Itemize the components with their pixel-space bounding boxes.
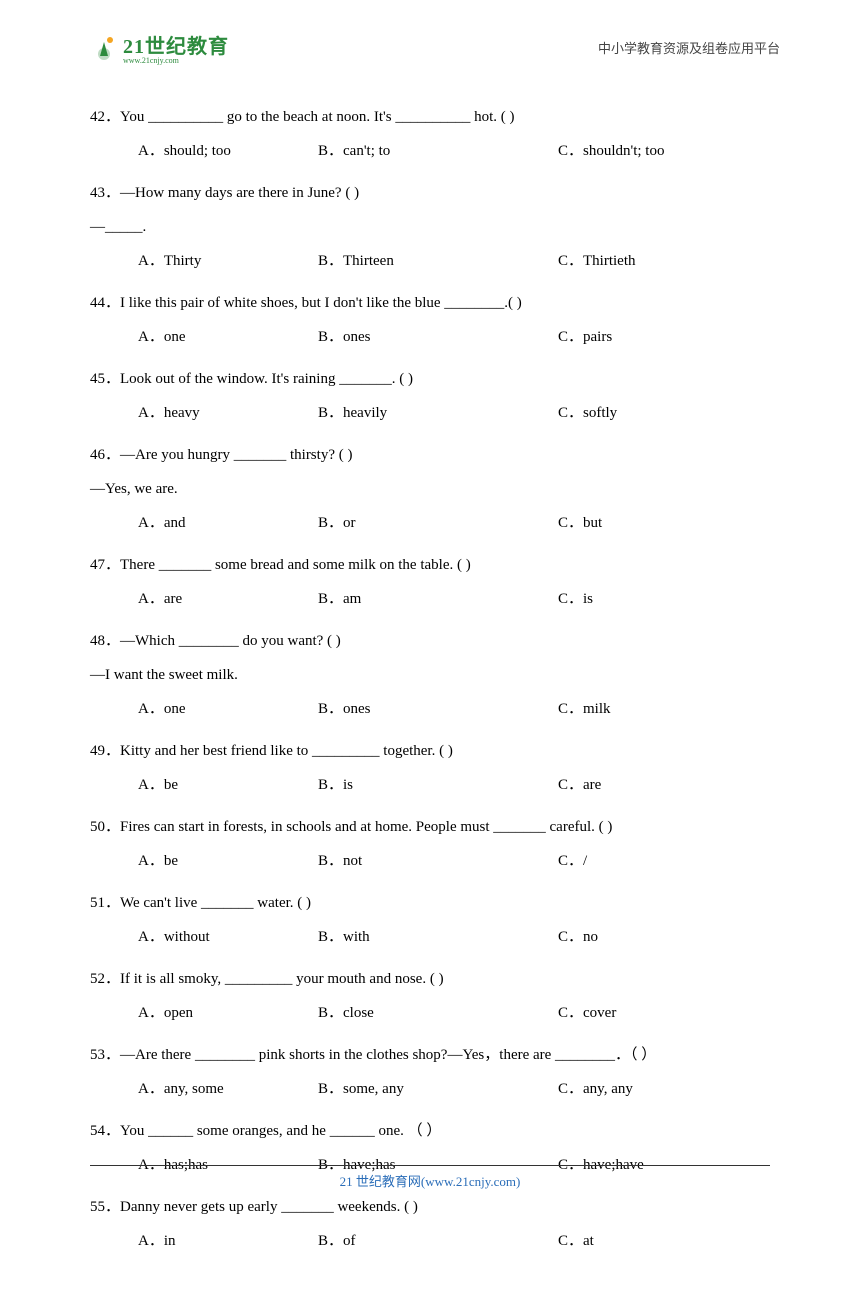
- question-43: 43．—How many days are there in June? ( )…: [90, 181, 770, 273]
- question-text: 52．If it is all smoky, _________ your mo…: [90, 967, 770, 991]
- option-a: A．without: [138, 925, 318, 949]
- question-text: 42．You __________ go to the beach at noo…: [90, 105, 770, 129]
- option-b: B．is: [318, 773, 558, 797]
- question-sub: —Yes, we are.: [90, 477, 770, 501]
- question-51: 51．We can't live _______ water. ( ) A．wi…: [90, 891, 770, 949]
- question-options: A．and B．or C．but: [90, 511, 770, 535]
- option-a: A．open: [138, 1001, 318, 1025]
- question-52: 52．If it is all smoky, _________ your mo…: [90, 967, 770, 1025]
- option-a: A．any, some: [138, 1077, 318, 1101]
- question-options: A．be B．not C．/: [90, 849, 770, 873]
- option-b: B．close: [318, 1001, 558, 1025]
- option-b: B．not: [318, 849, 558, 873]
- option-a: A．and: [138, 511, 318, 535]
- option-c: C．milk: [558, 697, 770, 721]
- question-options: A．heavy B．heavily C．softly: [90, 401, 770, 425]
- question-options: A．open B．close C．cover: [90, 1001, 770, 1025]
- question-55: 55．Danny never gets up early _______ wee…: [90, 1195, 770, 1253]
- option-b: B．of: [318, 1229, 558, 1253]
- option-c: C．cover: [558, 1001, 770, 1025]
- question-options: A．are B．am C．is: [90, 587, 770, 611]
- option-a: A．are: [138, 587, 318, 611]
- header-platform-text: 中小学教育资源及组卷应用平台: [598, 38, 780, 57]
- option-b: B．Thirteen: [318, 249, 558, 273]
- content-area: 42．You __________ go to the beach at noo…: [0, 75, 860, 1291]
- question-options: A．one B．ones C．pairs: [90, 325, 770, 349]
- question-options: A．in B．of C．at: [90, 1229, 770, 1253]
- question-text: 47．There _______ some bread and some mil…: [90, 553, 770, 577]
- question-50: 50．Fires can start in forests, in school…: [90, 815, 770, 873]
- question-42: 42．You __________ go to the beach at noo…: [90, 105, 770, 163]
- question-text: 44．I like this pair of white shoes, but …: [90, 291, 770, 315]
- option-a: A．one: [138, 325, 318, 349]
- page-footer: 21 世纪教育网(www.21cnjy.com): [90, 1165, 770, 1191]
- option-a: A．be: [138, 849, 318, 873]
- question-48: 48．—Which ________ do you want? ( ) —I w…: [90, 629, 770, 721]
- option-b: B．or: [318, 511, 558, 535]
- question-53: 53．—Are there ________ pink shorts in th…: [90, 1043, 770, 1101]
- option-c: C．are: [558, 773, 770, 797]
- logo-title: 21世纪教育: [123, 36, 229, 58]
- question-options: A．be B．is C．are: [90, 773, 770, 797]
- option-c: C．/: [558, 849, 770, 873]
- question-options: A．any, some B．some, any C．any, any: [90, 1077, 770, 1101]
- option-c: C．any, any: [558, 1077, 770, 1101]
- question-44: 44．I like this pair of white shoes, but …: [90, 291, 770, 349]
- option-c: C．softly: [558, 401, 770, 425]
- option-c: C．at: [558, 1229, 770, 1253]
- question-text: 50．Fires can start in forests, in school…: [90, 815, 770, 839]
- question-46: 46．—Are you hungry _______ thirsty? ( ) …: [90, 443, 770, 535]
- option-b: B．heavily: [318, 401, 558, 425]
- question-text: 45．Look out of the window. It's raining …: [90, 367, 770, 391]
- option-b: B．am: [318, 587, 558, 611]
- option-b: B．ones: [318, 697, 558, 721]
- footer-text: 21 世纪教育网(www.21cnjy.com): [340, 1174, 521, 1189]
- question-options: A．should; too B．can't; to C．shouldn't; t…: [90, 139, 770, 163]
- option-c: C．shouldn't; too: [558, 139, 770, 163]
- logo-icon: [90, 34, 118, 62]
- question-sub: —I want the sweet milk.: [90, 663, 770, 687]
- logo-text-wrap: 21世纪教育 www.21cnjy.com: [123, 30, 229, 65]
- question-text: 53．—Are there ________ pink shorts in th…: [90, 1043, 770, 1067]
- option-c: C．Thirtieth: [558, 249, 770, 273]
- question-text: 48．—Which ________ do you want? ( ): [90, 629, 770, 653]
- option-a: A．be: [138, 773, 318, 797]
- option-b: B．with: [318, 925, 558, 949]
- option-a: A．one: [138, 697, 318, 721]
- question-options: A．one B．ones C．milk: [90, 697, 770, 721]
- option-b: B．ones: [318, 325, 558, 349]
- question-options: A．without B．with C．no: [90, 925, 770, 949]
- option-a: A．Thirty: [138, 249, 318, 273]
- question-45: 45．Look out of the window. It's raining …: [90, 367, 770, 425]
- question-text: 51．We can't live _______ water. ( ): [90, 891, 770, 915]
- question-text: 46．—Are you hungry _______ thirsty? ( ): [90, 443, 770, 467]
- question-text: 43．—How many days are there in June? ( ): [90, 181, 770, 205]
- option-a: A．heavy: [138, 401, 318, 425]
- page-header: 21世纪教育 www.21cnjy.com 中小学教育资源及组卷应用平台: [0, 0, 860, 75]
- option-b: B．can't; to: [318, 139, 558, 163]
- question-sub: —_____.: [90, 215, 770, 239]
- option-c: C．but: [558, 511, 770, 535]
- option-c: C．is: [558, 587, 770, 611]
- question-text: 55．Danny never gets up early _______ wee…: [90, 1195, 770, 1219]
- option-c: C．pairs: [558, 325, 770, 349]
- option-b: B．some, any: [318, 1077, 558, 1101]
- question-options: A．Thirty B．Thirteen C．Thirtieth: [90, 249, 770, 273]
- logo: 21世纪教育 www.21cnjy.com: [90, 30, 229, 65]
- question-text: 54．You ______ some oranges, and he _____…: [90, 1119, 770, 1143]
- option-a: A．should; too: [138, 139, 318, 163]
- option-c: C．no: [558, 925, 770, 949]
- option-a: A．in: [138, 1229, 318, 1253]
- question-text: 49．Kitty and her best friend like to ___…: [90, 739, 770, 763]
- question-47: 47．There _______ some bread and some mil…: [90, 553, 770, 611]
- question-49: 49．Kitty and her best friend like to ___…: [90, 739, 770, 797]
